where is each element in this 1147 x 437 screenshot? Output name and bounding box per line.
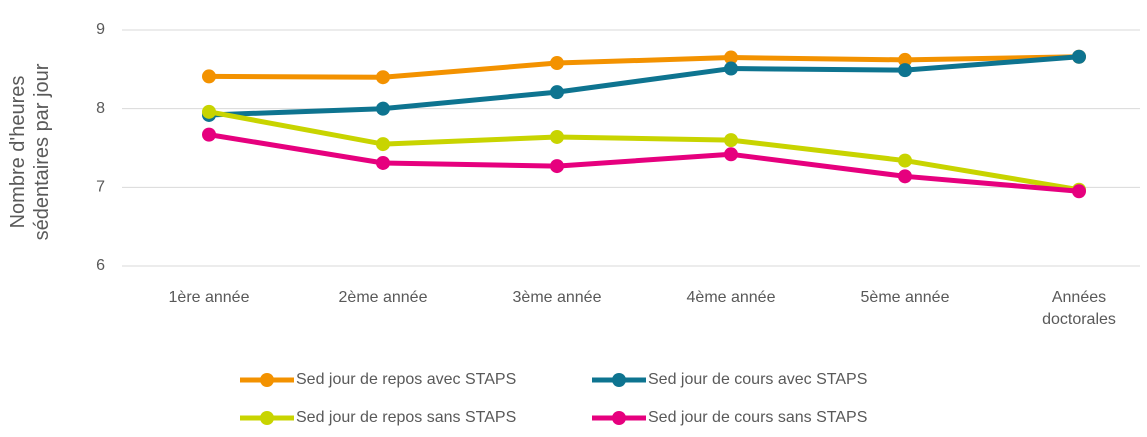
data-point — [550, 85, 564, 100]
y-axis-title: Nombre d'heures sédentaires par jour — [7, 63, 53, 241]
data-point — [1072, 49, 1086, 64]
data-point — [724, 61, 738, 76]
data-point — [724, 147, 738, 162]
data-point — [202, 69, 216, 84]
x-tick-label: Années doctorales — [1042, 289, 1116, 328]
data-point — [376, 70, 390, 85]
y-tick-label: 9 — [96, 21, 105, 38]
y-tick-label: 7 — [96, 179, 105, 196]
data-point — [202, 127, 216, 142]
x-tick-label: 5ème année — [860, 289, 950, 306]
data-point — [724, 50, 738, 65]
data-point — [376, 155, 390, 170]
legend-label: Sed jour de cours sans STAPS — [648, 409, 867, 426]
data-point — [550, 159, 564, 174]
legend-label: Sed jour de repos sans STAPS — [296, 409, 516, 426]
data-point — [550, 129, 564, 144]
data-point — [202, 104, 216, 119]
data-point — [898, 63, 912, 78]
y-tick-label: 8 — [96, 100, 105, 117]
series-line — [208, 54, 1080, 118]
series-line — [208, 109, 1080, 193]
data-point — [376, 137, 390, 152]
data-point — [1072, 184, 1086, 199]
x-tick-label: 3ème année — [512, 289, 602, 306]
y-tick-label: 6 — [96, 257, 105, 274]
legend-marker — [612, 411, 626, 425]
legend-marker — [260, 411, 274, 425]
data-point — [376, 101, 390, 116]
data-point — [898, 169, 912, 184]
data-point — [898, 153, 912, 168]
legend-marker — [612, 373, 626, 387]
series-line — [208, 132, 1080, 194]
data-point — [724, 133, 738, 148]
series-line — [208, 54, 1080, 80]
data-point — [550, 56, 564, 71]
data-point — [898, 52, 912, 67]
legend-marker — [260, 373, 274, 387]
legend-label: Sed jour de cours avec STAPS — [648, 371, 867, 388]
x-tick-label: 4ème année — [686, 289, 776, 306]
legend-label: Sed jour de repos avec STAPS — [296, 371, 516, 388]
x-tick-label: 1ère année — [168, 289, 250, 306]
x-tick-label: 2ème année — [338, 289, 428, 306]
